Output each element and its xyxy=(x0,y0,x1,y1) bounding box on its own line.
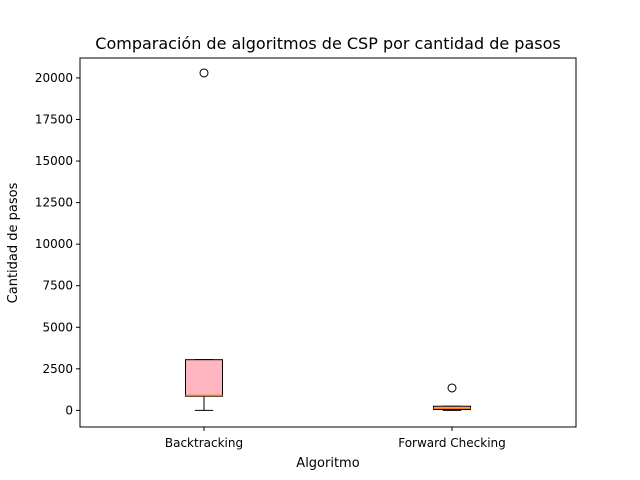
x-tick-label: Forward Checking xyxy=(398,436,506,450)
y-tick-label: 7500 xyxy=(42,279,73,293)
y-tick-label: 10000 xyxy=(35,237,73,251)
x-axis-label: Algoritmo xyxy=(296,456,359,471)
y-axis-label: Cantidad de pasos xyxy=(6,182,21,303)
outlier-point xyxy=(447,383,457,393)
y-tick-label: 2500 xyxy=(42,362,73,376)
y-tick-label: 5000 xyxy=(42,320,73,334)
y-tick-label: 0 xyxy=(65,403,73,417)
plot-frame xyxy=(79,57,577,428)
outlier-point xyxy=(199,68,209,78)
y-tick-label: 20000 xyxy=(35,71,73,85)
plot-area: 0 2500 5000 7500 10000 12500 15000 17500 20000 Ba… xyxy=(35,68,506,450)
chart-title: Comparación de algoritmos de CSP por can… xyxy=(95,34,560,53)
y-tick-label: 12500 xyxy=(35,196,73,210)
y-tick-label: 17500 xyxy=(35,113,73,127)
y-tick-label: 15000 xyxy=(35,154,73,168)
x-tick-label: Backtracking xyxy=(165,436,243,450)
box-iqr xyxy=(185,359,223,397)
